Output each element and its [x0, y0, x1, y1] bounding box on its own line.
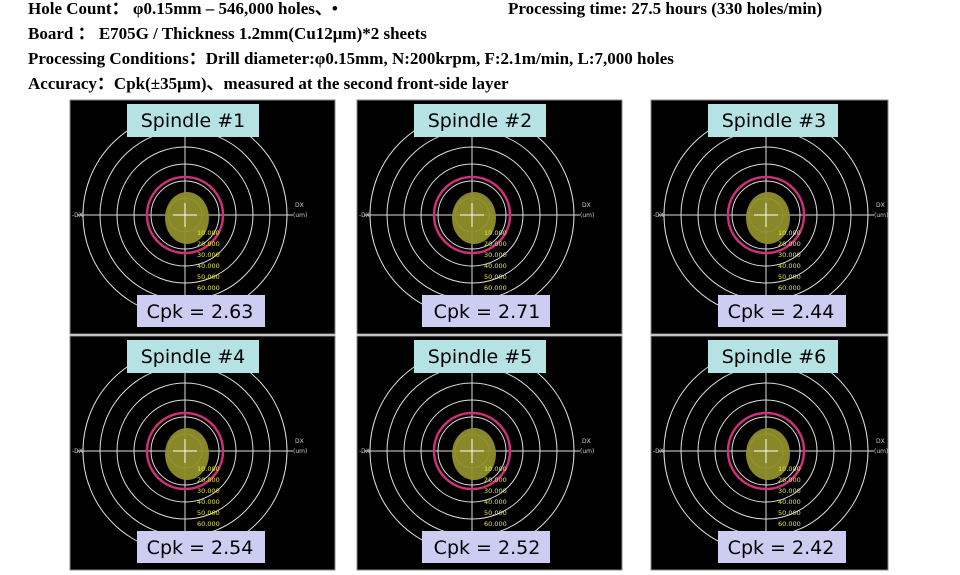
ring-label: 20.000	[197, 476, 220, 484]
axis-label: -DX	[653, 448, 664, 455]
cpk-value: Cpk = 2.71	[434, 301, 541, 323]
ring-label: 20.000	[197, 240, 220, 248]
ring-label: 60.000	[197, 520, 220, 528]
axis-label: DX	[582, 202, 591, 209]
title-box	[414, 340, 546, 373]
ring-label: 20.000	[778, 476, 801, 484]
ring-label: 30.000	[778, 487, 801, 495]
title-box	[127, 104, 259, 137]
ring-label: 30.000	[484, 251, 507, 259]
tolerance-ring	[432, 175, 512, 255]
ring-label: 50.000	[197, 509, 220, 517]
axis-label: -DX	[359, 448, 370, 455]
ring-label: 40.000	[484, 498, 507, 506]
panel-title: Spindle #1	[141, 110, 246, 132]
ring-label: 30.000	[197, 251, 220, 259]
header-line: Accuracy：Cpk(±35μm)、measured at the seco…	[28, 74, 509, 93]
cpk-box	[718, 531, 846, 563]
axis-label: (um)	[580, 212, 594, 219]
ring-label: 60.000	[197, 284, 220, 292]
cpk-box	[422, 531, 550, 563]
panel-title: Spindle #5	[428, 346, 533, 368]
ring-label: 10.000	[778, 465, 801, 473]
axis-label: (um)	[874, 212, 888, 219]
tolerance-ring	[726, 175, 806, 255]
hole-scatter	[746, 428, 790, 480]
ring-label: 50.000	[778, 273, 801, 281]
ring-label: 60.000	[484, 520, 507, 528]
ring-label: 10.000	[197, 229, 220, 237]
axis-label: DX	[876, 202, 885, 209]
tolerance-ring	[432, 411, 512, 491]
header-line: Board ： E705G / Thickness 1.2mm(Cu12μm)*…	[28, 24, 427, 43]
tolerance-ring	[145, 175, 225, 255]
ring-label: 40.000	[778, 262, 801, 270]
title-box	[708, 340, 838, 373]
tolerance-ring	[145, 411, 225, 491]
ring-label: 40.000	[197, 498, 220, 506]
ring-label: 10.000	[484, 229, 507, 237]
ring-label: 30.000	[484, 487, 507, 495]
title-box	[414, 104, 546, 137]
axis-label: DX	[295, 202, 304, 209]
cpk-value: Cpk = 2.42	[728, 537, 835, 559]
tolerance-ring	[726, 411, 806, 491]
axis-label: -DX	[653, 212, 664, 219]
axis-label: DX	[295, 438, 304, 445]
header-line: Processing time: 27.5 hours (330 holes/m…	[508, 0, 822, 18]
hole-scatter	[452, 192, 496, 244]
ring-label: 30.000	[778, 251, 801, 259]
cpk-box	[137, 295, 265, 327]
cpk-value: Cpk = 2.52	[434, 537, 541, 559]
axis-label: (um)	[874, 448, 888, 455]
title-box	[708, 104, 838, 137]
cpk-value: Cpk = 2.54	[147, 537, 254, 559]
cpk-value: Cpk = 2.63	[147, 301, 254, 323]
ring-label: 10.000	[484, 465, 507, 473]
header-line: Processing Conditions：Drill diameter:φ0.…	[28, 49, 674, 68]
cpk-box	[718, 295, 846, 327]
hole-scatter	[165, 192, 209, 244]
ring-label: 20.000	[484, 240, 507, 248]
ring-label: 30.000	[197, 487, 220, 495]
panel-title: Spindle #2	[428, 110, 533, 132]
panel-title: Spindle #3	[722, 110, 827, 132]
ring-label: 20.000	[484, 476, 507, 484]
ring-label: 40.000	[197, 262, 220, 270]
axis-label: (um)	[293, 212, 307, 219]
hole-scatter	[452, 428, 496, 480]
axis-label: (um)	[580, 448, 594, 455]
ring-label: 50.000	[484, 273, 507, 281]
header-line: Hole Count： φ0.15mm – 546,000 holes、•	[28, 0, 338, 18]
ring-label: 60.000	[778, 284, 801, 292]
panel-title: Spindle #4	[141, 346, 246, 368]
title-box	[127, 340, 259, 373]
ring-label: 50.000	[778, 509, 801, 517]
ring-label: 20.000	[778, 240, 801, 248]
hole-scatter	[165, 428, 209, 480]
cpk-box	[422, 295, 550, 327]
axis-label: -DX	[72, 212, 83, 219]
ring-label: 60.000	[484, 284, 507, 292]
axis-label: DX	[876, 438, 885, 445]
cpk-value: Cpk = 2.44	[728, 301, 835, 323]
ring-label: 50.000	[197, 273, 220, 281]
axis-label: -DX	[72, 448, 83, 455]
ring-label: 50.000	[484, 509, 507, 517]
ring-label: 60.000	[778, 520, 801, 528]
hole-scatter	[746, 192, 790, 244]
axis-label: (um)	[293, 448, 307, 455]
cpk-box	[137, 531, 265, 563]
ring-label: 40.000	[484, 262, 507, 270]
ring-label: 40.000	[778, 498, 801, 506]
axis-label: DX	[582, 438, 591, 445]
ring-label: 10.000	[778, 229, 801, 237]
panel-title: Spindle #6	[722, 346, 827, 368]
ring-label: 10.000	[197, 465, 220, 473]
axis-label: -DX	[359, 212, 370, 219]
